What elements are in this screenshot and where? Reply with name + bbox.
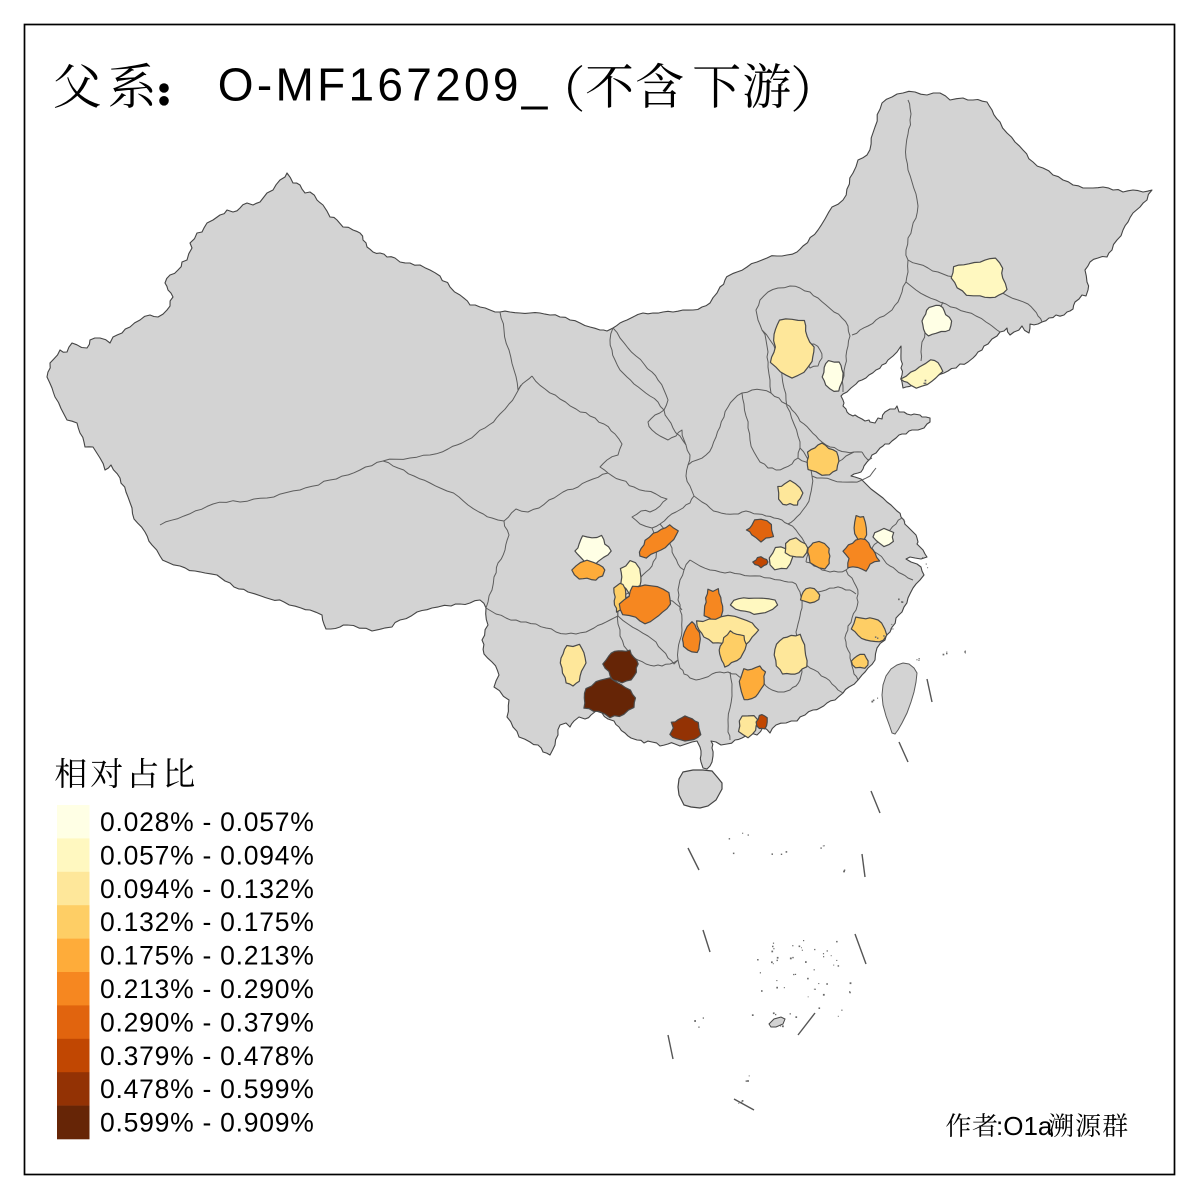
svg-text:0.213% - 0.290%: 0.213% - 0.290% [100, 974, 315, 1004]
svg-text:0.478% - 0.599%: 0.478% - 0.599% [100, 1074, 315, 1104]
svg-text:0.290% - 0.379%: 0.290% - 0.379% [100, 1007, 315, 1037]
svg-text:0.379% - 0.478%: 0.379% - 0.478% [100, 1041, 315, 1071]
svg-text:0.094% - 0.132%: 0.094% - 0.132% [100, 874, 315, 904]
svg-text:0.599% - 0.909%: 0.599% - 0.909% [100, 1108, 315, 1138]
svg-text:0.028% - 0.057%: 0.028% - 0.057% [100, 807, 315, 837]
svg-text:0.175% - 0.213%: 0.175% - 0.213% [100, 941, 315, 971]
svg-text:0.057% - 0.094%: 0.057% - 0.094% [100, 840, 315, 870]
svg-text:0.132% - 0.175%: 0.132% - 0.175% [100, 907, 315, 937]
svg-text:O-MF167209_: O-MF167209_ [218, 59, 551, 111]
svg-text::O1a: :O1a [996, 1111, 1053, 1141]
